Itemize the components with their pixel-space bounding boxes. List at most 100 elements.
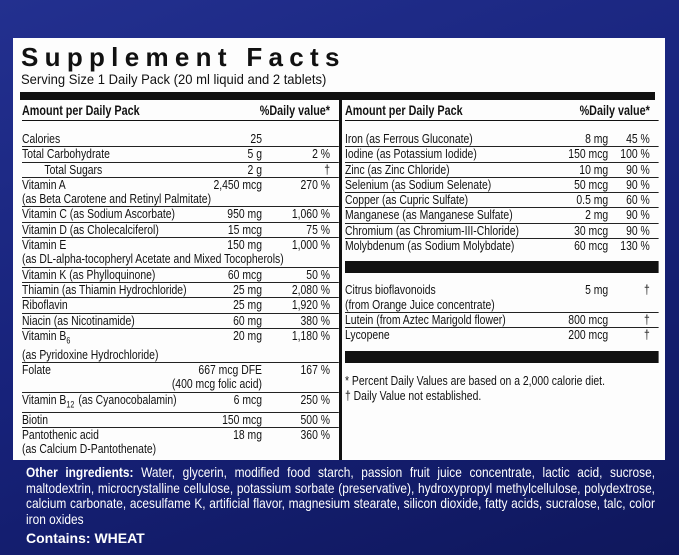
amount: 15 mcg (227, 221, 262, 237)
amount: 6 mcg (233, 391, 262, 407)
amount: 60 mcg (227, 266, 262, 282)
nutrient-row: Copper (as Cupric Sulfate) 0.5 mg 60 % (345, 192, 659, 209)
text: WHEAT (94, 530, 145, 546)
other-ingredients: Other ingredients: Water, glycerin, modi… (26, 464, 656, 527)
amount: 2,450 mcg (213, 176, 262, 192)
nutrient-name: Zinc (as Zinc Chloride) (345, 161, 450, 177)
amount: 667 mcg DFE (198, 362, 262, 378)
row-line: Total Sugars (22, 161, 339, 177)
nutrient-name: Total Carbohydrate (22, 146, 110, 162)
nutrient-name: Vitamin K (as Phylloquinone) (22, 266, 156, 282)
nutrient-row: Zinc (as Zinc Chloride) 10 mg 90 % (345, 161, 659, 178)
daily-value: 90 % (626, 176, 650, 192)
amount: 150 mg (227, 237, 262, 253)
header-amount: Amount per Daily Pack (345, 103, 463, 118)
right-column: Amount per Daily Pack %Daily value* Iron (… (345, 102, 659, 403)
table-header: Amount per Daily Pack %Daily value* (22, 102, 339, 121)
nutrient-name: Copper (as Cupric Sulfate) (345, 192, 469, 208)
amount: 50 mcg (574, 176, 609, 192)
daily-value: † (644, 311, 650, 327)
nutrient-name: Calories (22, 131, 61, 146)
amount: 18 mg (233, 426, 262, 442)
row-line: Zinc (as Zinc Chloride) (345, 161, 659, 177)
daily-value: 45 % (626, 131, 650, 146)
row-line: Chromium (as Chromium-III-Chloride) (345, 222, 659, 238)
nutrient-row: Iron (as Ferrous Gluconate) 8 mg 45 % (345, 131, 659, 148)
daily-value: 2 % (312, 146, 330, 162)
amount: 150 mcg (568, 146, 609, 162)
nutrient-note: (as DL-alpha-tocopheryl Acetate and Mixe… (22, 251, 284, 267)
subscript: 6 (66, 335, 71, 346)
nutrient-row: Thiamin (as Thiamin Hydrochloride) 25 mg 2… (22, 281, 339, 299)
row-line: Lycopene (345, 328, 659, 342)
nutrient-name: Total Sugars (44, 161, 103, 177)
amount: 800 mcg (568, 311, 609, 327)
label: Contains: (26, 530, 91, 546)
nutrient-row: Pantothenic acid 18 mg 360 % (as Calcium D-… (22, 426, 339, 457)
header-dv: %Daily value* (259, 103, 330, 118)
row-line: Iron (as Ferrous Gluconate) (345, 131, 659, 146)
nutrient-row: Vitamin B6 20 mg 1,180 % (as Pyridoxine Hyd… (22, 327, 339, 364)
row-line: Vitamin B12 (as Cyanocobalamin) (22, 391, 339, 412)
nutrient-row: Manganese (as Manganese Sulfate) 2 mg 90 % (345, 208, 659, 224)
text: Water, glycerin, modified food starch, p… (26, 464, 656, 527)
nutrient-name: Vitamin E (22, 237, 67, 253)
nutrient-row: Folate 667 mcg DFE 167 % (400 mcg folic aci… (22, 362, 339, 393)
nutrient-row: Vitamin B12 (as Cyanocobalamin) 6 mcg 250 % (22, 391, 339, 413)
nutrient-name: Selenium (as Sodium Selenate) (345, 176, 492, 192)
amount: 25 mg (233, 281, 262, 297)
nutrient-note: (as Beta Carotene and Retinyl Palmitate) (22, 191, 212, 207)
row-line: Selenium (as Sodium Selenate) (345, 176, 659, 192)
nutrient-row: Vitamin K (as Phylloquinone) 60 mcg 50 % (22, 266, 339, 283)
amount: 0.5 mg (576, 192, 609, 208)
row-line: Niacin (as Nicotinamide) (22, 312, 339, 328)
nutrient-row: Total Carbohydrate 5 g 2 % (22, 146, 339, 163)
daily-value: 60 % (626, 192, 650, 208)
amount: 30 mcg (574, 222, 609, 238)
nutrient-name: Riboflavin (22, 297, 68, 313)
row-line: Total Carbohydrate (22, 147, 339, 161)
nutrient-name: Chromium (as Chromium-III-Chloride) (345, 222, 519, 238)
amount: 25 mg (233, 297, 262, 313)
amount: 150 mcg (222, 411, 262, 427)
daily-value: 130 % (620, 238, 650, 254)
nutrient-row: Total Sugars 2 g † (22, 161, 339, 178)
daily-value: 90 % (626, 161, 650, 177)
daily-value: 1,180 % (291, 327, 330, 343)
daily-value: 75 % (306, 221, 330, 237)
row-line: Copper (as Cupric Sulfate) (345, 193, 659, 207)
daily-value: 360 % (300, 426, 331, 442)
nutrient-name-rest: (as Cyanocobalamin) (78, 391, 177, 407)
nutrient-row: Lycopene 200 mcg † (345, 327, 659, 343)
daily-value: 50 % (306, 266, 330, 282)
amount: 2 g (247, 161, 262, 177)
nutrient-row: Biotin 150 mcg 500 % (22, 411, 339, 428)
nutrient-row: Iodine (as Potassium Iodide) 150 mcg 100 % (345, 146, 659, 163)
nutrient-row: Selenium (as Sodium Selenate) 50 mcg 90 % (345, 176, 659, 194)
nutrient-name: Pantothenic acid (22, 426, 99, 442)
nutrient-row: Vitamin D (as Cholecalciferol) 15 mcg 75 % (22, 221, 339, 239)
nutrient-row: Niacin (as Nicotinamide) 60 mg 380 % (22, 312, 339, 329)
nutrient-name: Niacin (as Nicotinamide) (22, 312, 135, 328)
nutrient-name: Thiamin (as Thiamin Hydrochloride) (22, 281, 187, 297)
amount: 60 mcg (574, 238, 609, 254)
amount: 10 mg (579, 161, 609, 177)
nutrient-name: Lycopene (345, 327, 390, 343)
row-line: Lutein (from Aztec Marigold flower) (345, 311, 659, 327)
row-line: Vitamin D (as Cholecalciferol) (22, 222, 339, 237)
nutrient-name: Vitamin B (22, 327, 67, 343)
row-line: Calories (22, 131, 339, 146)
row-line: Citrus bioflavonoids (345, 283, 659, 297)
daily-value: 250 % (300, 391, 331, 407)
amount: 950 mg (227, 206, 262, 222)
daily-value: † (644, 282, 650, 298)
daily-value: 270 % (300, 176, 331, 192)
daily-value: 1,000 % (291, 237, 330, 253)
row-line: Vitamin C (as Sodium Ascorbate) (22, 207, 339, 221)
label: Other ingredients: (26, 464, 134, 480)
amount: 200 mcg (568, 327, 609, 343)
row-line: Vitamin K (as Phylloquinone) (22, 266, 339, 282)
daily-value: 500 % (300, 411, 331, 427)
nutrient-name: Lutein (from Aztec Marigold flower) (345, 311, 506, 327)
nutrient-name: Iodine (as Potassium Iodide) (345, 146, 477, 162)
